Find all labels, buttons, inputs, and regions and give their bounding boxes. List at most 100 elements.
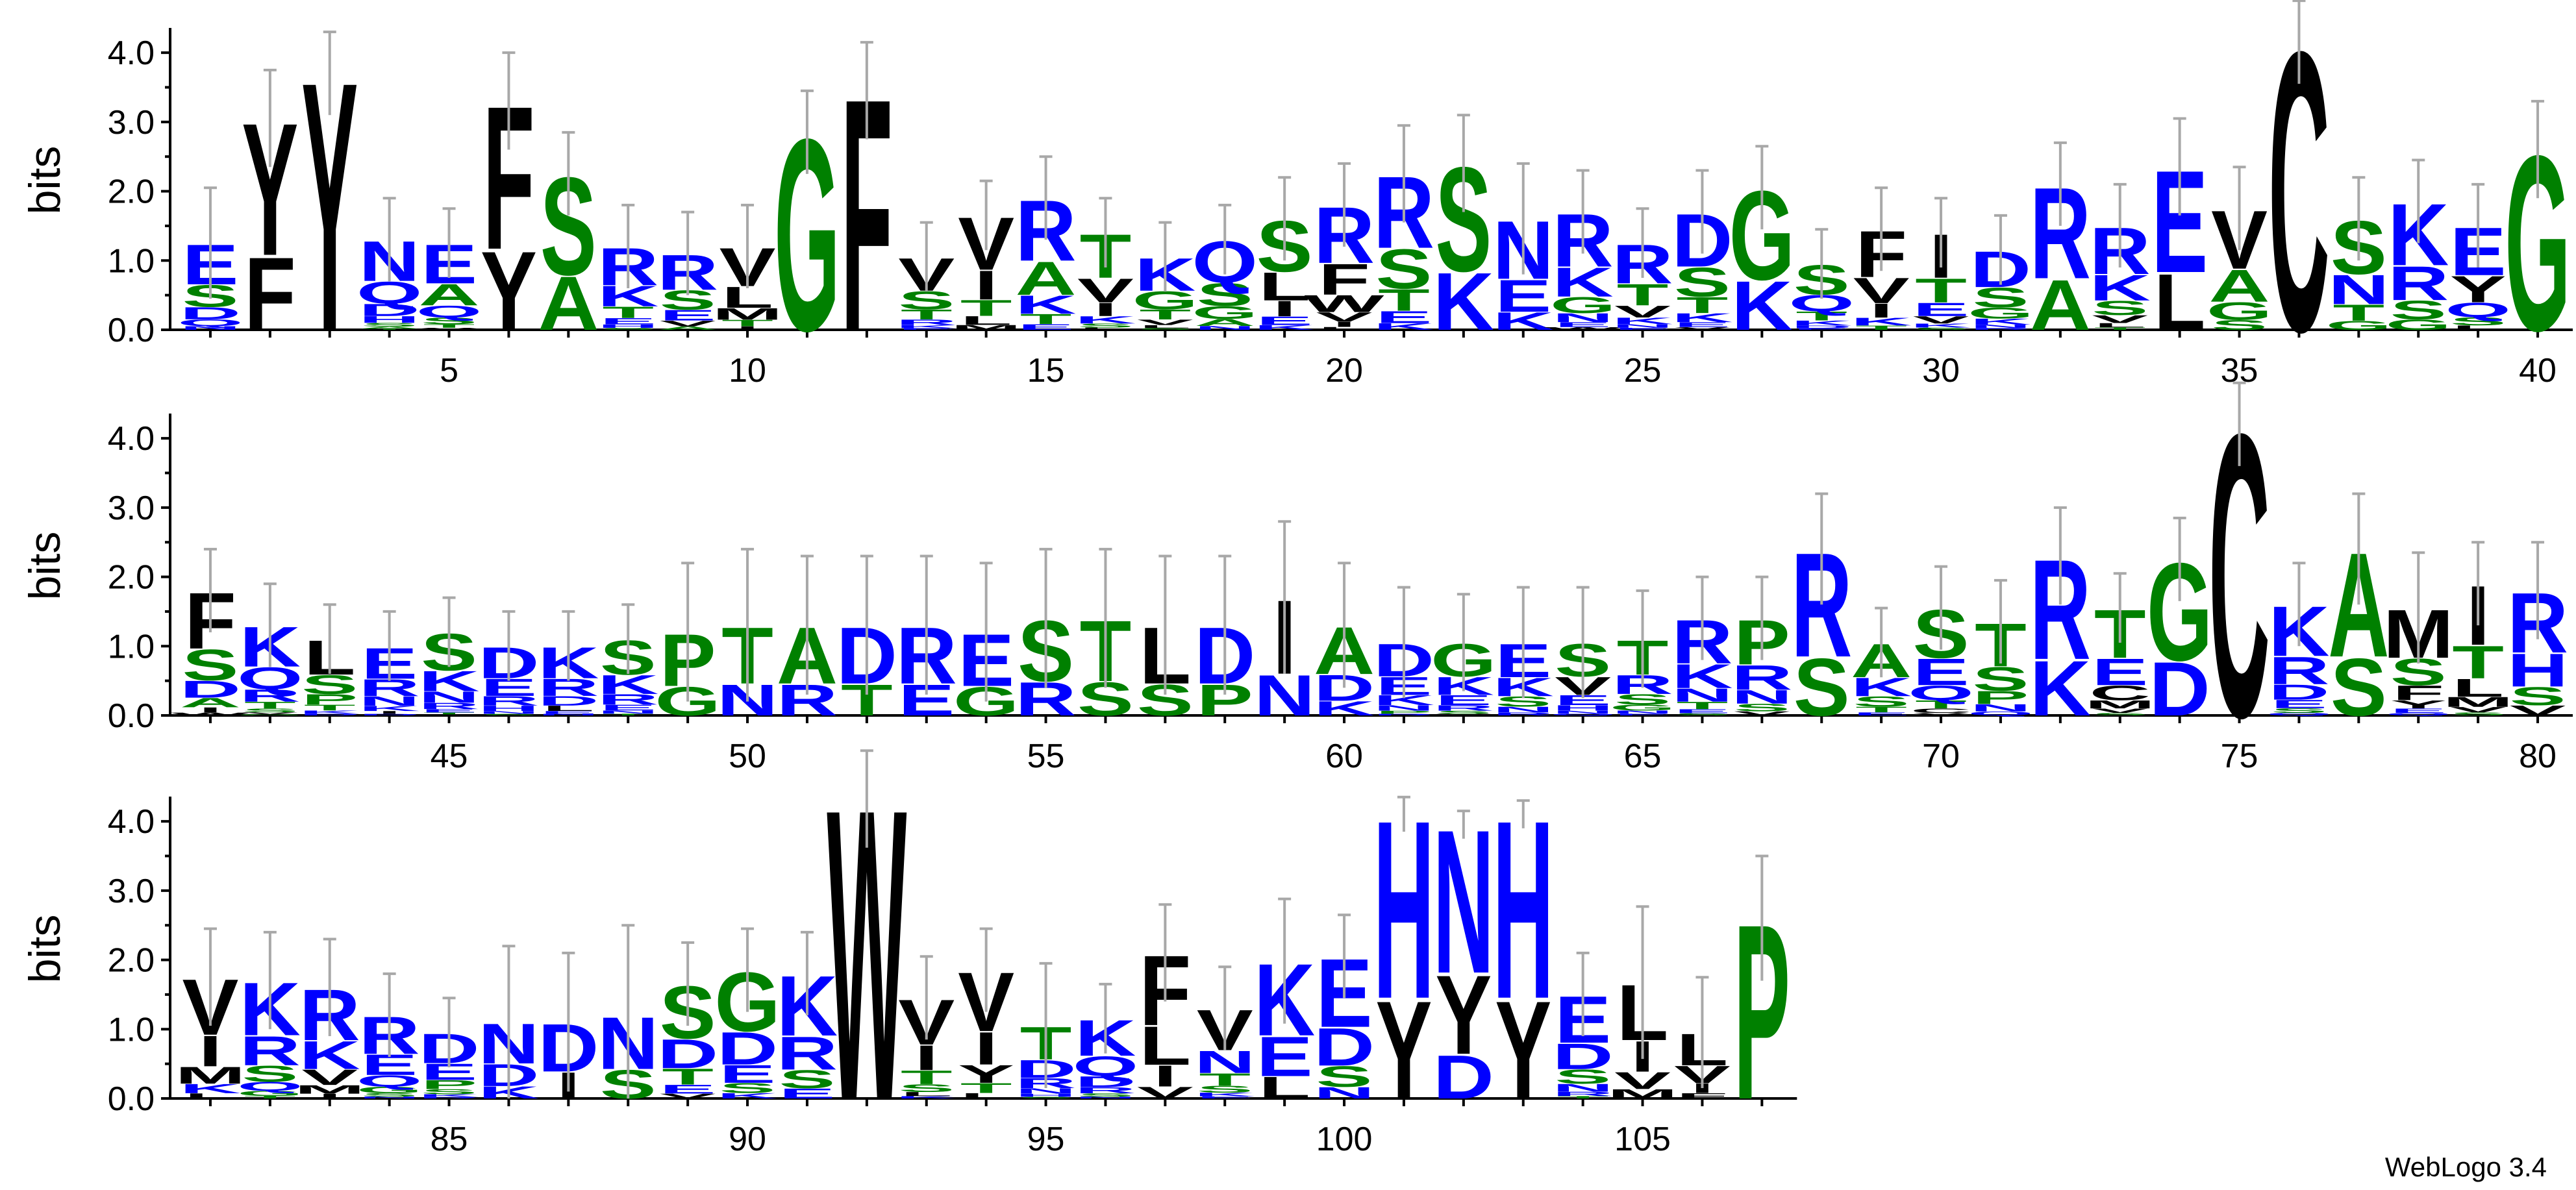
error-bar [1158, 554, 1172, 695]
error-bar [1278, 897, 1292, 1024]
residue-K-glyph: K [2090, 267, 2151, 308]
logo-column-49: GP [655, 562, 721, 725]
residue-W-glyph: W [170, 712, 250, 716]
residue-M-glyph: M [294, 1083, 365, 1097]
residue-R-glyph: R [2268, 649, 2329, 693]
residue-S-glyph: S [361, 1092, 418, 1097]
residue-D-glyph: D [180, 676, 241, 703]
residue-K-glyph: K [1910, 323, 1971, 329]
logo-column-55: RS [1015, 547, 1077, 726]
logo-column-92: W [827, 723, 907, 1187]
residue-N-glyph: N [1553, 1082, 1614, 1094]
error-bar [203, 547, 217, 632]
residue-T-glyph: T [1915, 271, 1967, 310]
residue-K-glyph: K [418, 1093, 479, 1098]
residue-K-glyph: K [419, 665, 480, 697]
residue-V-glyph: V [1137, 1084, 1194, 1102]
x-tick-label: 100 [1316, 1121, 1373, 1158]
residue-R-glyph: R [896, 318, 957, 327]
residue-S-glyph: S [2211, 317, 2268, 333]
logo-column-22: KS [1433, 114, 1494, 348]
error-bar [502, 51, 516, 150]
residue-N-glyph: N [1612, 710, 1673, 715]
error-bar [1934, 565, 1948, 650]
logo-column-51: RA [777, 554, 838, 725]
x-tick-label: 80 [2519, 738, 2557, 775]
residue-S-glyph: S [1018, 1097, 1074, 1099]
x-tick-label: 15 [1027, 352, 1065, 390]
residue-R-glyph: R [1373, 713, 1434, 716]
error-bar [263, 68, 277, 167]
error-bar [502, 945, 516, 1098]
error-bar [2053, 141, 2067, 226]
residue-D-glyph: D [299, 713, 360, 716]
residue-G-glyph: G [356, 1085, 422, 1095]
residue-E-glyph: E [1853, 712, 1910, 717]
y-tick-label: 0.0 [108, 312, 155, 349]
residue-K-glyph: K [597, 669, 658, 699]
residue-N-glyph: N [1314, 1084, 1375, 1102]
error-bar [741, 547, 755, 702]
residue-G-glyph: G [1550, 293, 1616, 318]
logo-column-87: ID [538, 951, 599, 1107]
error-bar [1158, 903, 1172, 1002]
residue-V-glyph: V [1913, 712, 1970, 716]
x-tick-label: 70 [1922, 738, 1960, 775]
x-tick-label: 65 [1624, 738, 1662, 775]
error-bar [442, 997, 456, 1067]
error-bar [1099, 547, 1112, 688]
residue-M-glyph: M [1607, 1087, 1678, 1102]
residue-K-glyph: K [717, 1091, 778, 1100]
error-bar [621, 203, 635, 288]
logo-column-102: DYN [1433, 787, 1494, 1112]
residue-G-glyph: G [2326, 318, 2392, 332]
logo-column-68: SR [1791, 492, 1852, 734]
error-bar [2352, 176, 2366, 261]
residue-Q-glyph: Q [2386, 712, 2451, 716]
residue-D-glyph: D [2149, 647, 2210, 732]
residue-D-glyph: D [180, 304, 241, 323]
residue-I-glyph: I [1153, 1059, 1177, 1093]
residue-H-glyph: H [1015, 1093, 1076, 1097]
error-bar [382, 972, 396, 1057]
residue-A-glyph: A [419, 277, 480, 312]
residue-K-glyph: K [1731, 267, 1792, 345]
error-bar [2173, 516, 2186, 601]
residue-M-glyph: M [2443, 694, 2514, 710]
logo-column-32: AR [2030, 141, 2091, 345]
error-bar [1576, 951, 1590, 1036]
residue-L-glyph: L [543, 704, 595, 713]
residue-S-glyph: S [1614, 691, 1671, 708]
error-bar [1397, 124, 1410, 223]
residue-H-glyph: H [478, 704, 539, 713]
residue-I-glyph: I [915, 1039, 938, 1078]
x-tick-label: 5 [440, 352, 458, 390]
residue-Q-glyph: Q [2445, 299, 2510, 322]
residue-N-glyph: N [1612, 323, 1673, 329]
error-bar [741, 203, 755, 288]
residue-S-glyph: S [1316, 1060, 1373, 1093]
residue-K-glyph: K [1851, 316, 1912, 328]
residue-S-glyph: S [1197, 277, 1253, 313]
residue-N-glyph: N [1075, 1096, 1136, 1098]
logo-column-103: YH [1493, 767, 1554, 1128]
logo-column-88: SN [597, 924, 658, 1108]
error-bar [1457, 810, 1470, 839]
residue-E-glyph: E [1257, 314, 1313, 328]
residue-S-glyph: S [1794, 642, 1850, 734]
error-bar [1636, 905, 1649, 1060]
error-bar [1994, 578, 2007, 663]
residue-K-glyph: K [1194, 1091, 1255, 1097]
x-tick-label: 45 [431, 738, 468, 775]
residue-V-glyph: V [1734, 710, 1790, 717]
